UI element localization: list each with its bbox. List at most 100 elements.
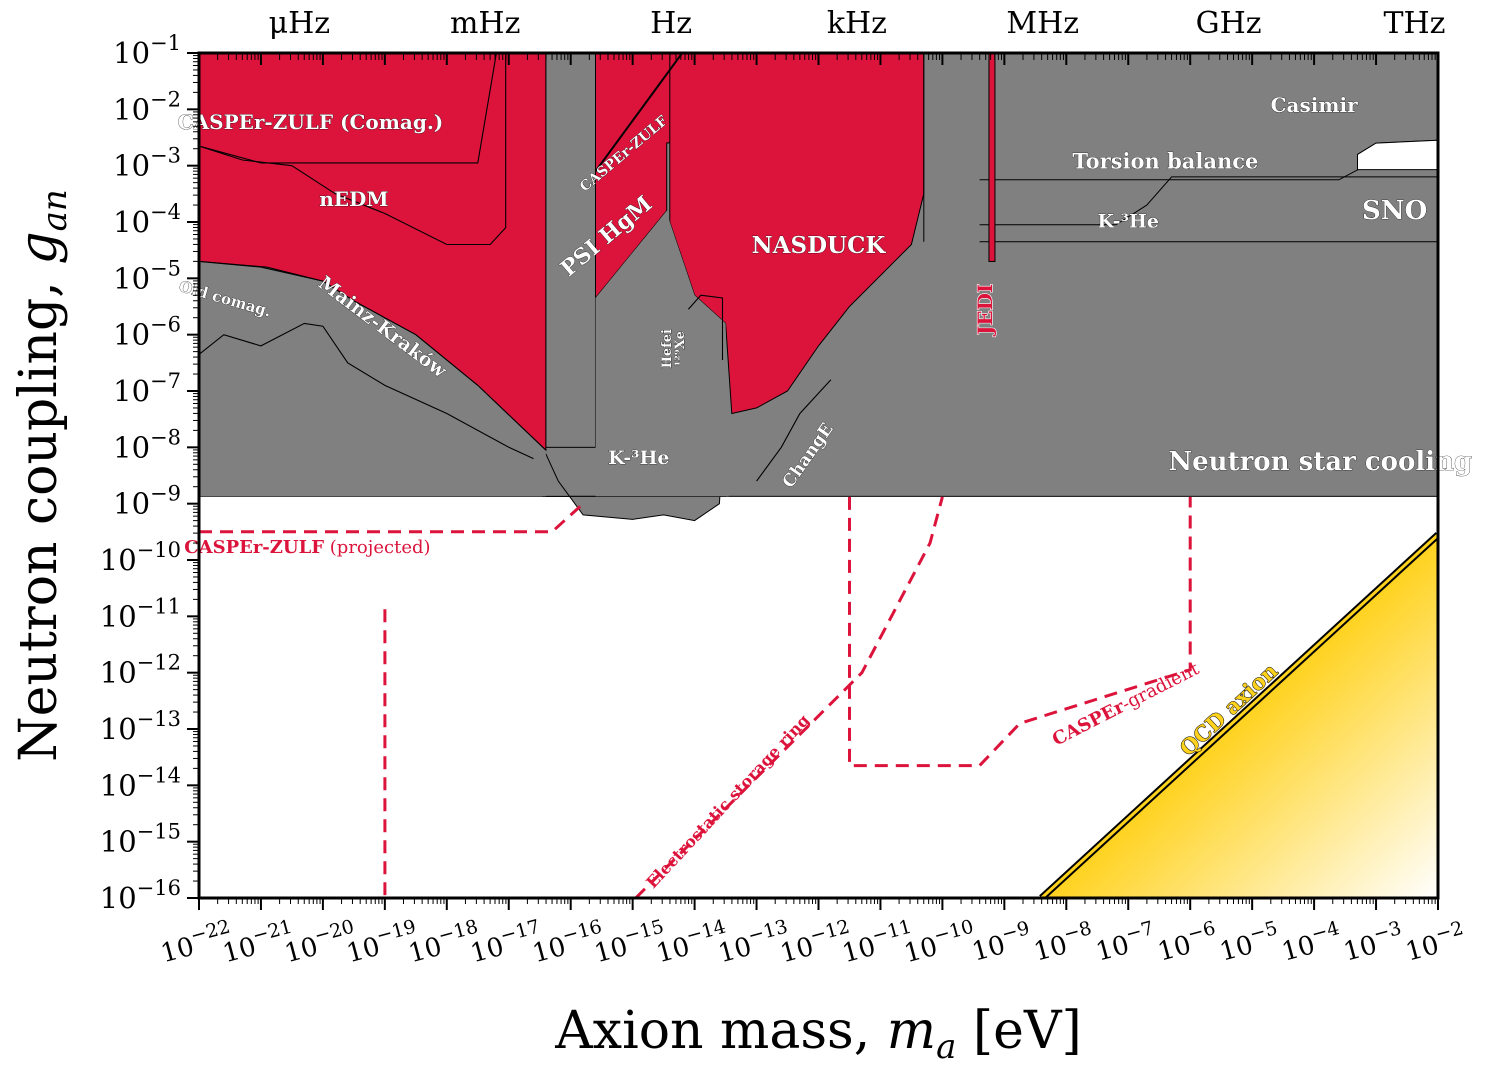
label-electrostatic-storage-ring: Electrostatic storage ring	[642, 711, 813, 892]
region-k-3he-strip	[545, 53, 596, 448]
x-axis-label: Axion mass, ma [eV]	[554, 1001, 1082, 1067]
y-tick-exp: −5	[150, 256, 181, 280]
region-k-3he-mid	[595, 210, 729, 497]
y-tick-exp: −7	[150, 369, 181, 393]
y-tick-base: 10	[113, 430, 150, 464]
region-old-comag-fill	[199, 261, 546, 497]
y-tick-label: 10−3	[113, 144, 181, 183]
y-tick-label: 10−8	[113, 425, 181, 464]
y-tick-label: 10−14	[100, 763, 181, 802]
x-tick-label: 10−11	[838, 916, 918, 970]
y-tick-base: 10	[100, 768, 137, 802]
x-tick-label: 10−3	[1339, 917, 1407, 968]
label-neutron-star-cooling: Neutron star cooling	[1168, 447, 1472, 477]
curve-hefei	[687, 294, 724, 360]
y-axis-label: Neutron coupling, gan	[9, 189, 75, 762]
label-part-rest: -gradient	[1118, 658, 1203, 715]
y-tick-exp: −3	[150, 144, 181, 168]
x-tick-label: 10−2	[1401, 917, 1469, 968]
curve-nedm	[199, 53, 507, 246]
y-tick-label: 10−15	[100, 820, 181, 859]
label-hefei-line2: ¹²⁹Xe	[673, 331, 688, 366]
curve-casper-zulf-comag	[199, 53, 497, 164]
label-hefei: Hefei¹²⁹Xe	[660, 329, 688, 368]
freq-label-ghz: GHz	[1196, 6, 1262, 41]
y-tick-base: 10	[113, 487, 150, 521]
x-tick-exp: −5	[1247, 917, 1280, 946]
y-tick-base: 10	[100, 543, 137, 577]
y-tick-label: 10−16	[100, 876, 181, 915]
label-torsion-balance: Torsion balance	[1072, 148, 1258, 173]
label-casper-zulf-comag: CASPEr-ZULF (Comag.)	[178, 110, 444, 134]
label-nedm: nEDM	[319, 187, 388, 211]
curve-casper-zulf	[594, 53, 684, 172]
x-tick-exp: −9	[999, 917, 1032, 946]
y-tick-exp: −10	[137, 538, 181, 562]
x-tick-label: 10−9	[967, 917, 1035, 968]
region-k-3he-low	[542, 407, 727, 522]
y-tick-exp: −14	[137, 763, 181, 787]
label-casimir: Casimir	[1271, 93, 1358, 117]
y-tick-exp: −2	[150, 87, 181, 111]
x-tick-exp: −8	[1061, 917, 1094, 946]
y-tick-label: 10−2	[113, 87, 181, 126]
region-casimir-gap	[1357, 139, 1438, 171]
y-tick-label: 10−6	[113, 313, 181, 352]
y-tick-exp: −9	[150, 482, 181, 506]
x-tick-label: 10−4	[1277, 917, 1345, 968]
projection-electrostatic-storage-ring-2	[634, 496, 944, 898]
label-k-he: K-³He	[1098, 211, 1159, 233]
y-tick-label: 10−1	[113, 31, 181, 70]
freq-label-thz: THz	[1383, 6, 1445, 41]
projection-casper-gradient-3	[848, 496, 1192, 768]
y-tick-base: 10	[113, 92, 150, 126]
y-tick-exp: −15	[137, 820, 181, 844]
x-tick-label: 10−8	[1029, 917, 1097, 968]
x-tick-exp: −4	[1309, 917, 1342, 946]
y-tick-label: 10−5	[113, 256, 181, 295]
y-tick-label: 10−13	[100, 707, 181, 746]
label-sno: SNO	[1362, 196, 1427, 226]
projection-casper-zulf-projected-0	[199, 502, 585, 534]
y-tick-label: 10−7	[113, 369, 181, 408]
y-tick-base: 10	[100, 712, 137, 746]
y-tick-label: 10−9	[113, 482, 181, 521]
y-tick-exp: −13	[137, 707, 181, 731]
y-tick-exp: −11	[137, 594, 181, 618]
freq-label-mhz: MHz	[1006, 6, 1079, 41]
label-k-he: K-³He	[608, 447, 669, 469]
y-tick-label: 10−4	[113, 200, 181, 239]
region-jedi	[988, 53, 996, 262]
label-part-rest: (projected)	[324, 537, 430, 558]
y-tick-base: 10	[113, 36, 150, 70]
curve-qcd-edge-inner	[1040, 533, 1438, 898]
freq-label-hz: Hz	[650, 6, 692, 41]
y-tick-base: 10	[100, 656, 137, 690]
y-tick-exp: −1	[150, 31, 181, 55]
label-jedi: JEDI	[973, 284, 997, 337]
curve-mainz-krakow	[199, 260, 547, 451]
y-tick-base: 10	[113, 318, 150, 352]
y-tick-exp: −12	[137, 651, 181, 675]
y-tick-label: 10−10	[100, 538, 181, 577]
y-tick-base: 10	[100, 881, 137, 915]
curve-change	[756, 379, 832, 482]
x-tick-label: 10−7	[1091, 917, 1159, 968]
x-tick-exp: −6	[1185, 917, 1218, 946]
label-hefei-line1: Hefei	[660, 329, 675, 368]
x-tick-label: 10−5	[1215, 917, 1283, 968]
plot-area	[199, 53, 1438, 898]
y-tick-base: 10	[100, 599, 137, 633]
label-part-bold: CASPEr	[1049, 696, 1129, 750]
y-tick-base: 10	[113, 149, 150, 183]
y-tick-exp: −8	[150, 425, 181, 449]
label-part-bold: CASPEr-ZULF	[184, 537, 324, 558]
y-tick-base: 10	[113, 205, 150, 239]
x-tick-exp: −7	[1123, 917, 1156, 946]
y-tick-label: 10−12	[100, 651, 181, 690]
curve-old-comag-inner	[199, 322, 534, 460]
freq-label-mhz: mHz	[450, 6, 520, 41]
y-tick-base: 10	[113, 374, 150, 408]
freq-label-khz: kHz	[827, 6, 887, 41]
